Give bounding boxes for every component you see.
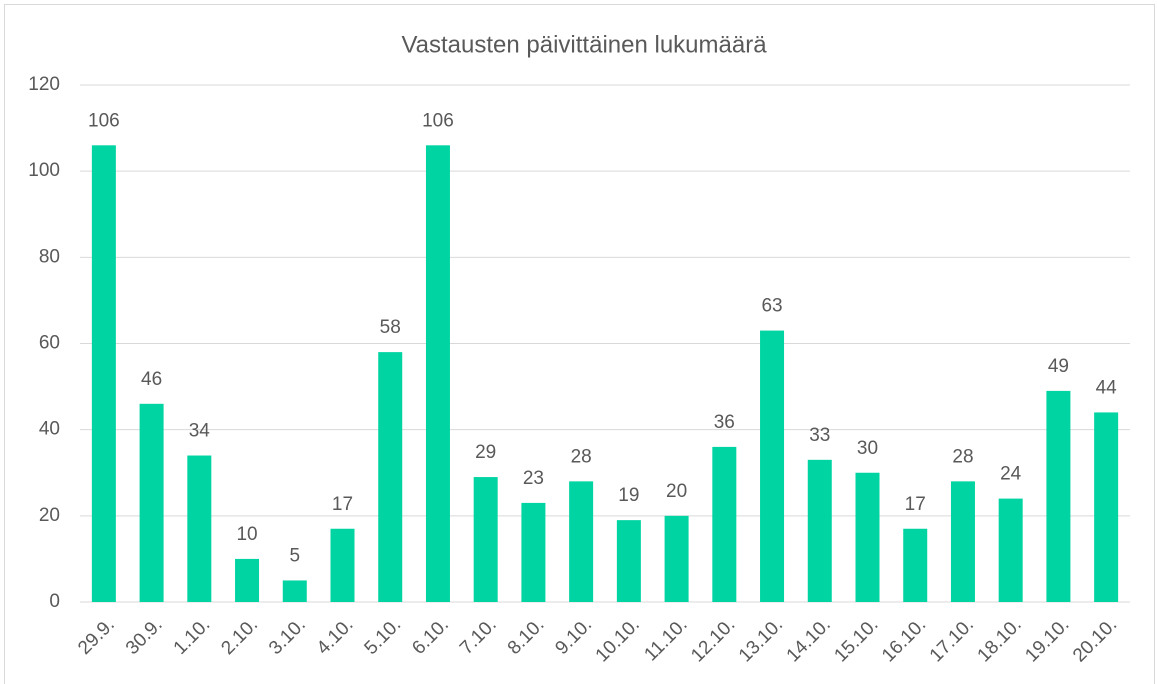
bar: [664, 515, 689, 602]
y-tick-label: 20: [39, 505, 60, 526]
bar: [855, 472, 880, 602]
chart-title: Vastausten päivittäinen lukumäärä: [401, 31, 767, 58]
bar: [998, 498, 1023, 602]
data-label: 10: [236, 524, 257, 545]
data-label: 17: [332, 494, 353, 515]
y-tick-label: 40: [39, 419, 60, 440]
data-label: 17: [905, 494, 926, 515]
y-tick-label: 80: [39, 246, 60, 267]
data-label: 28: [571, 446, 592, 467]
bar: [235, 558, 260, 602]
bar: [330, 528, 355, 602]
bar: [616, 520, 641, 602]
data-label: 33: [809, 425, 830, 446]
data-label: 5: [289, 545, 300, 566]
data-label: 34: [189, 421, 211, 442]
data-label: 106: [88, 110, 120, 131]
bar: [950, 481, 975, 602]
y-tick-label: 0: [49, 591, 60, 612]
bar: [187, 455, 212, 602]
bar: [760, 330, 785, 602]
bar: [282, 580, 307, 602]
data-label: 44: [1096, 377, 1118, 398]
data-label: 29: [475, 442, 496, 463]
data-label: 36: [714, 412, 735, 433]
data-label: 49: [1048, 356, 1069, 377]
data-label: 28: [952, 446, 973, 467]
bar: [903, 528, 928, 602]
bar: [425, 145, 450, 603]
bar: [139, 403, 164, 602]
data-label: 106: [422, 110, 454, 131]
data-label: 23: [523, 468, 544, 489]
bar: [91, 145, 116, 603]
data-label: 46: [141, 369, 162, 390]
y-tick-label: 60: [39, 333, 60, 354]
bar: [521, 502, 546, 602]
bar: [1046, 390, 1071, 602]
bar: [712, 446, 737, 602]
bar: [1094, 412, 1119, 602]
bar: [807, 459, 832, 602]
data-label: 20: [666, 481, 687, 502]
y-tick-label: 100: [28, 160, 60, 181]
bar: [473, 477, 498, 602]
data-label: 30: [857, 438, 878, 459]
data-label: 63: [761, 296, 782, 317]
data-label: 58: [380, 317, 401, 338]
bar: [378, 352, 403, 602]
y-tick-label: 120: [28, 74, 60, 95]
bar: [569, 481, 594, 602]
data-label: 24: [1000, 464, 1022, 485]
data-label: 19: [618, 485, 639, 506]
